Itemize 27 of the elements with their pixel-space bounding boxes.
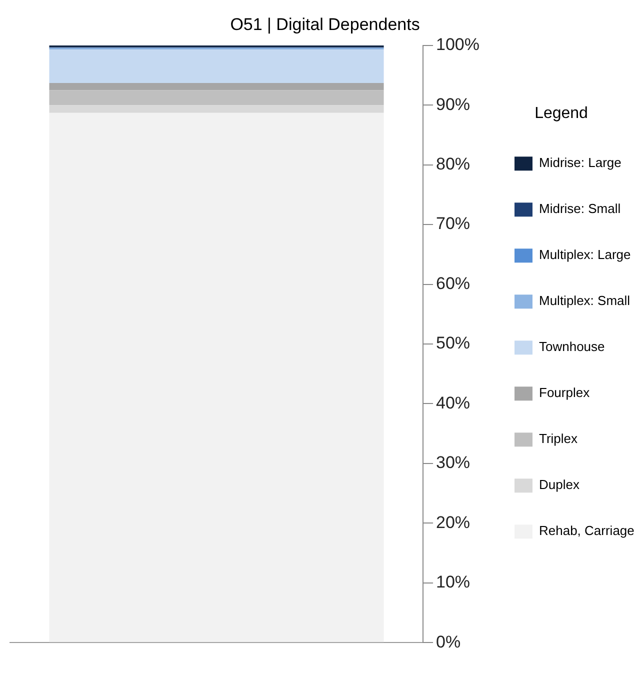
y-tick-label: 70% [436,214,470,234]
y-tick-label: 90% [436,94,470,114]
legend-label: Multiplex: Large [539,247,631,262]
legend-title: Legend [534,104,588,122]
legend-label: Fourplex [539,385,590,400]
bar [49,105,384,113]
y-tick-label: 0% [436,632,461,652]
legend-label: Midrise: Large [539,155,622,170]
y-tick-label: 80% [436,154,470,174]
bar [49,90,384,106]
legend-label: Triplex [539,431,578,446]
y-tick-label: 50% [436,334,470,353]
legend-label: Townhouse [539,339,605,354]
y-tick-label: 40% [436,393,470,412]
y-tick-label: 100% [436,35,480,54]
chart-title: O51 | Digital Dependents [230,14,420,34]
bar [49,83,384,90]
y-tick-label: 10% [436,572,470,592]
legend-label: Rehab, Carriage [539,523,634,538]
y-tick-label: 60% [436,274,470,293]
bar [49,112,384,642]
legend-label: Multiplex: Small [539,293,630,308]
y-tick-label: 20% [436,512,470,532]
legend-label: Midrise: Small [539,201,621,216]
y-tick-label: 30% [436,453,470,472]
bar [49,50,384,84]
legend-label: Duplex [539,477,580,492]
